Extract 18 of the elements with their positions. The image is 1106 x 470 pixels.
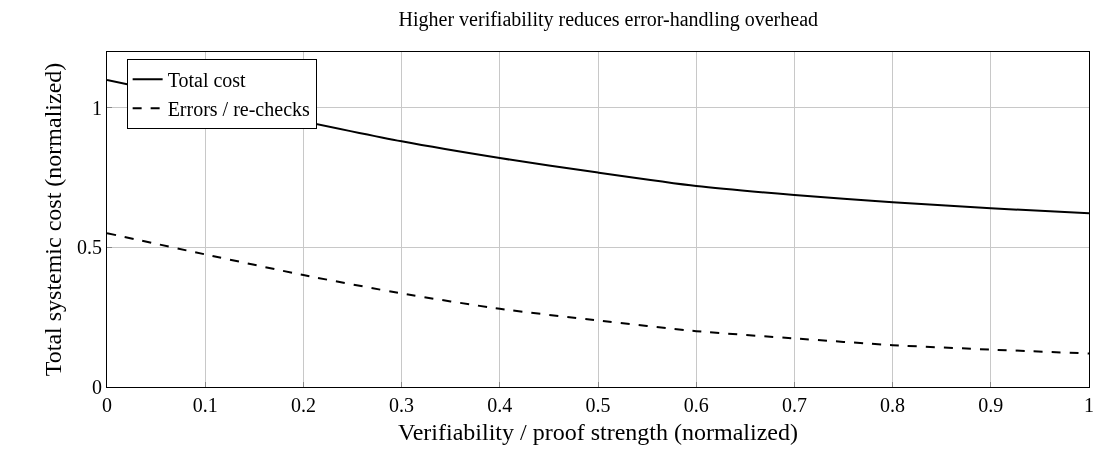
x-tick-label: 0.9 [978, 394, 1004, 416]
legend-label: Total cost [167, 69, 247, 91]
y-tick-label: 0.5 [77, 236, 102, 259]
y-tick-label: 1 [92, 96, 102, 119]
legend-label: Errors / re-checks [167, 98, 311, 120]
y-axis-title: Total systemic cost (normalized) [40, 62, 67, 377]
x-tick-label: 0.1 [192, 394, 218, 416]
x-tick-label: 0.3 [389, 394, 415, 416]
x-tick-label: 0.6 [683, 394, 709, 416]
x-tick-label: 0.8 [880, 394, 906, 416]
x-tick-label: 0.5 [585, 394, 611, 416]
y-tick-label: 0 [92, 376, 102, 398]
x-axis-title: Verifiability / proof strength (normalized) [398, 419, 798, 446]
x-tick-label: 0.2 [290, 394, 316, 416]
x-tick-label: 0.4 [487, 394, 513, 416]
x-tick-label: 1 [1084, 394, 1094, 416]
chart-title: Higher verifiability reduces error-handling overhead [398, 7, 819, 31]
x-tick-label: 0.7 [781, 394, 807, 416]
